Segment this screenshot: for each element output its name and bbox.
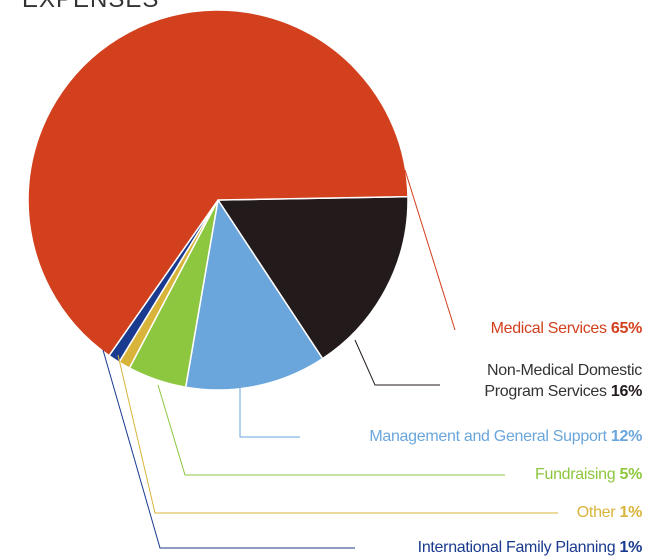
category-name: Non-Medical Domestic Program Services — [484, 362, 642, 400]
category-name: Fundraising — [535, 466, 616, 483]
value-label: 1% — [619, 539, 642, 556]
slice-label: Medical Services 65% — [490, 318, 643, 339]
leader-line — [117, 354, 558, 514]
pie-slice — [27, 9, 409, 357]
slice-label: Other 1% — [576, 502, 643, 523]
value-label: 65% — [610, 320, 642, 337]
pie-slice — [184, 198, 324, 391]
category-name: International Family Planning — [417, 539, 616, 556]
category-name: Management and General Support — [369, 428, 607, 445]
leader-line — [102, 349, 355, 549]
leader-line — [404, 169, 456, 331]
value-label: 12% — [610, 428, 642, 445]
chart-title: EXPENSES — [22, 0, 159, 14]
category-name: Medical Services — [490, 320, 607, 337]
slice-label: Fundraising 5% — [535, 464, 642, 485]
pie-slice — [216, 195, 409, 360]
slice-label: Non-Medical Domestic Program Services 16… — [442, 360, 642, 402]
category-name: Other — [576, 504, 616, 521]
leader-line — [354, 339, 440, 386]
leader-line — [157, 384, 505, 476]
value-label: 1% — [619, 504, 642, 521]
slice-label: International Family Planning 1% — [417, 537, 643, 558]
value-label: 16% — [610, 383, 642, 400]
leader-line — [239, 385, 300, 438]
value-label: 5% — [619, 466, 642, 483]
slice-label: Management and General Support 12% — [369, 426, 642, 447]
